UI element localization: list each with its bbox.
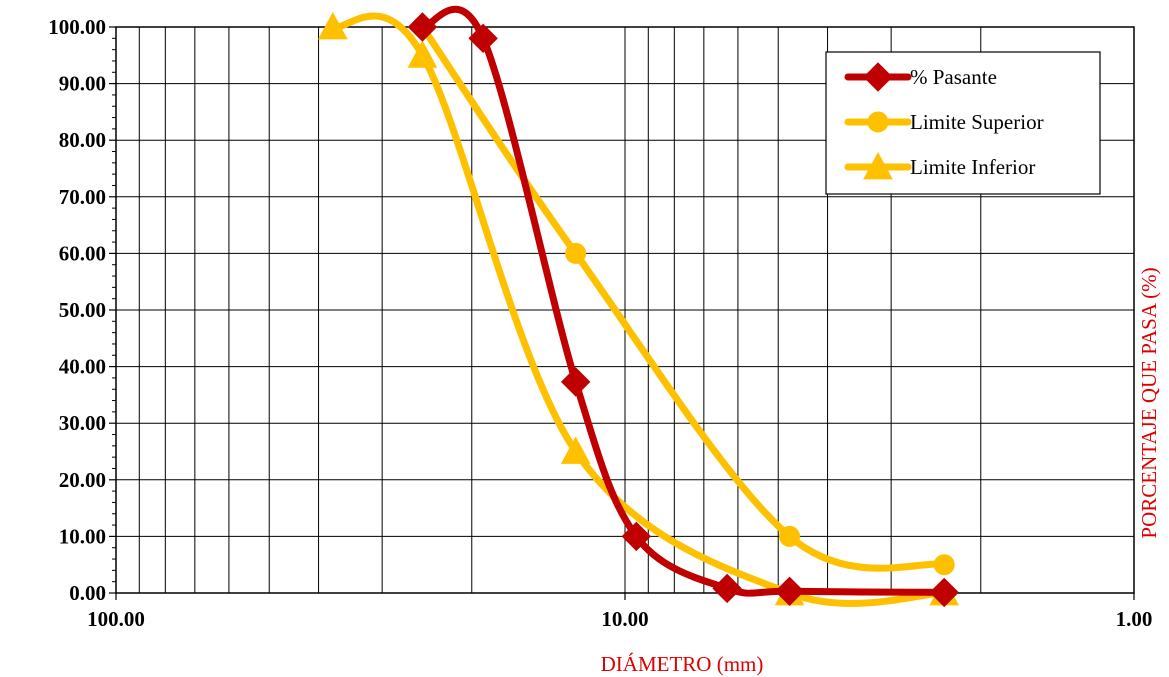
y-tick-label: 40.00 xyxy=(59,355,106,379)
y-tick-label: 0.00 xyxy=(69,581,106,605)
legend-label: % Pasante xyxy=(910,65,997,89)
x-tick-label: 1.00 xyxy=(1116,607,1153,631)
data-point xyxy=(407,40,438,68)
data-point xyxy=(621,521,652,552)
legend-swatch-marker xyxy=(863,151,893,180)
y-axis-title: PORCENTAJE QUE PASA (%) xyxy=(1137,267,1161,538)
x-tick-label: 10.00 xyxy=(601,607,648,631)
series-line xyxy=(418,23,948,572)
y-tick-label: 60.00 xyxy=(59,241,106,265)
series-pasante xyxy=(407,5,959,608)
y-tick-label: 50.00 xyxy=(59,298,106,322)
data-point xyxy=(712,573,742,604)
x-tick-label: 100.00 xyxy=(87,607,145,631)
data-point xyxy=(779,525,801,547)
data-point xyxy=(560,367,591,397)
y-tick-label: 80.00 xyxy=(59,128,106,152)
legend-swatch-marker xyxy=(863,62,893,92)
data-point xyxy=(929,577,959,608)
legend-label: Limite Inferior xyxy=(910,155,1035,179)
data-point xyxy=(407,12,438,42)
y-tick-label: 100.00 xyxy=(48,15,106,39)
legend-item: Limite Superior xyxy=(844,110,1044,134)
data-point xyxy=(933,554,955,576)
series-layer xyxy=(317,5,960,608)
legend-item: % Pasante xyxy=(844,62,997,92)
y-tick-label: 90.00 xyxy=(59,72,106,96)
tick-labels: 0.00 10.00 20.00 30.00 40.00 50.00 60.00 70.00 8… xyxy=(48,15,1152,631)
data-point xyxy=(468,23,498,54)
data-point xyxy=(317,11,348,40)
legend: % Pasante Limite Superior Limite Inferior xyxy=(825,51,1101,195)
x-axis-title: DIÁMETRO (mm) xyxy=(601,652,764,676)
legend-label: Limite Superior xyxy=(910,110,1044,134)
y-tick-label: 30.00 xyxy=(59,411,106,435)
series-line xyxy=(329,12,948,607)
plot-frame xyxy=(115,26,1135,594)
y-tick-label: 70.00 xyxy=(59,185,106,209)
legend-swatch-marker xyxy=(867,111,889,133)
y-tick-label: 20.00 xyxy=(59,468,106,492)
y-tick-label: 10.00 xyxy=(59,524,106,548)
data-point xyxy=(565,242,587,264)
data-point xyxy=(774,576,805,607)
data-point xyxy=(560,436,591,464)
legend-item: Limite Inferior xyxy=(844,151,1035,180)
series-limite-superior xyxy=(411,16,955,576)
